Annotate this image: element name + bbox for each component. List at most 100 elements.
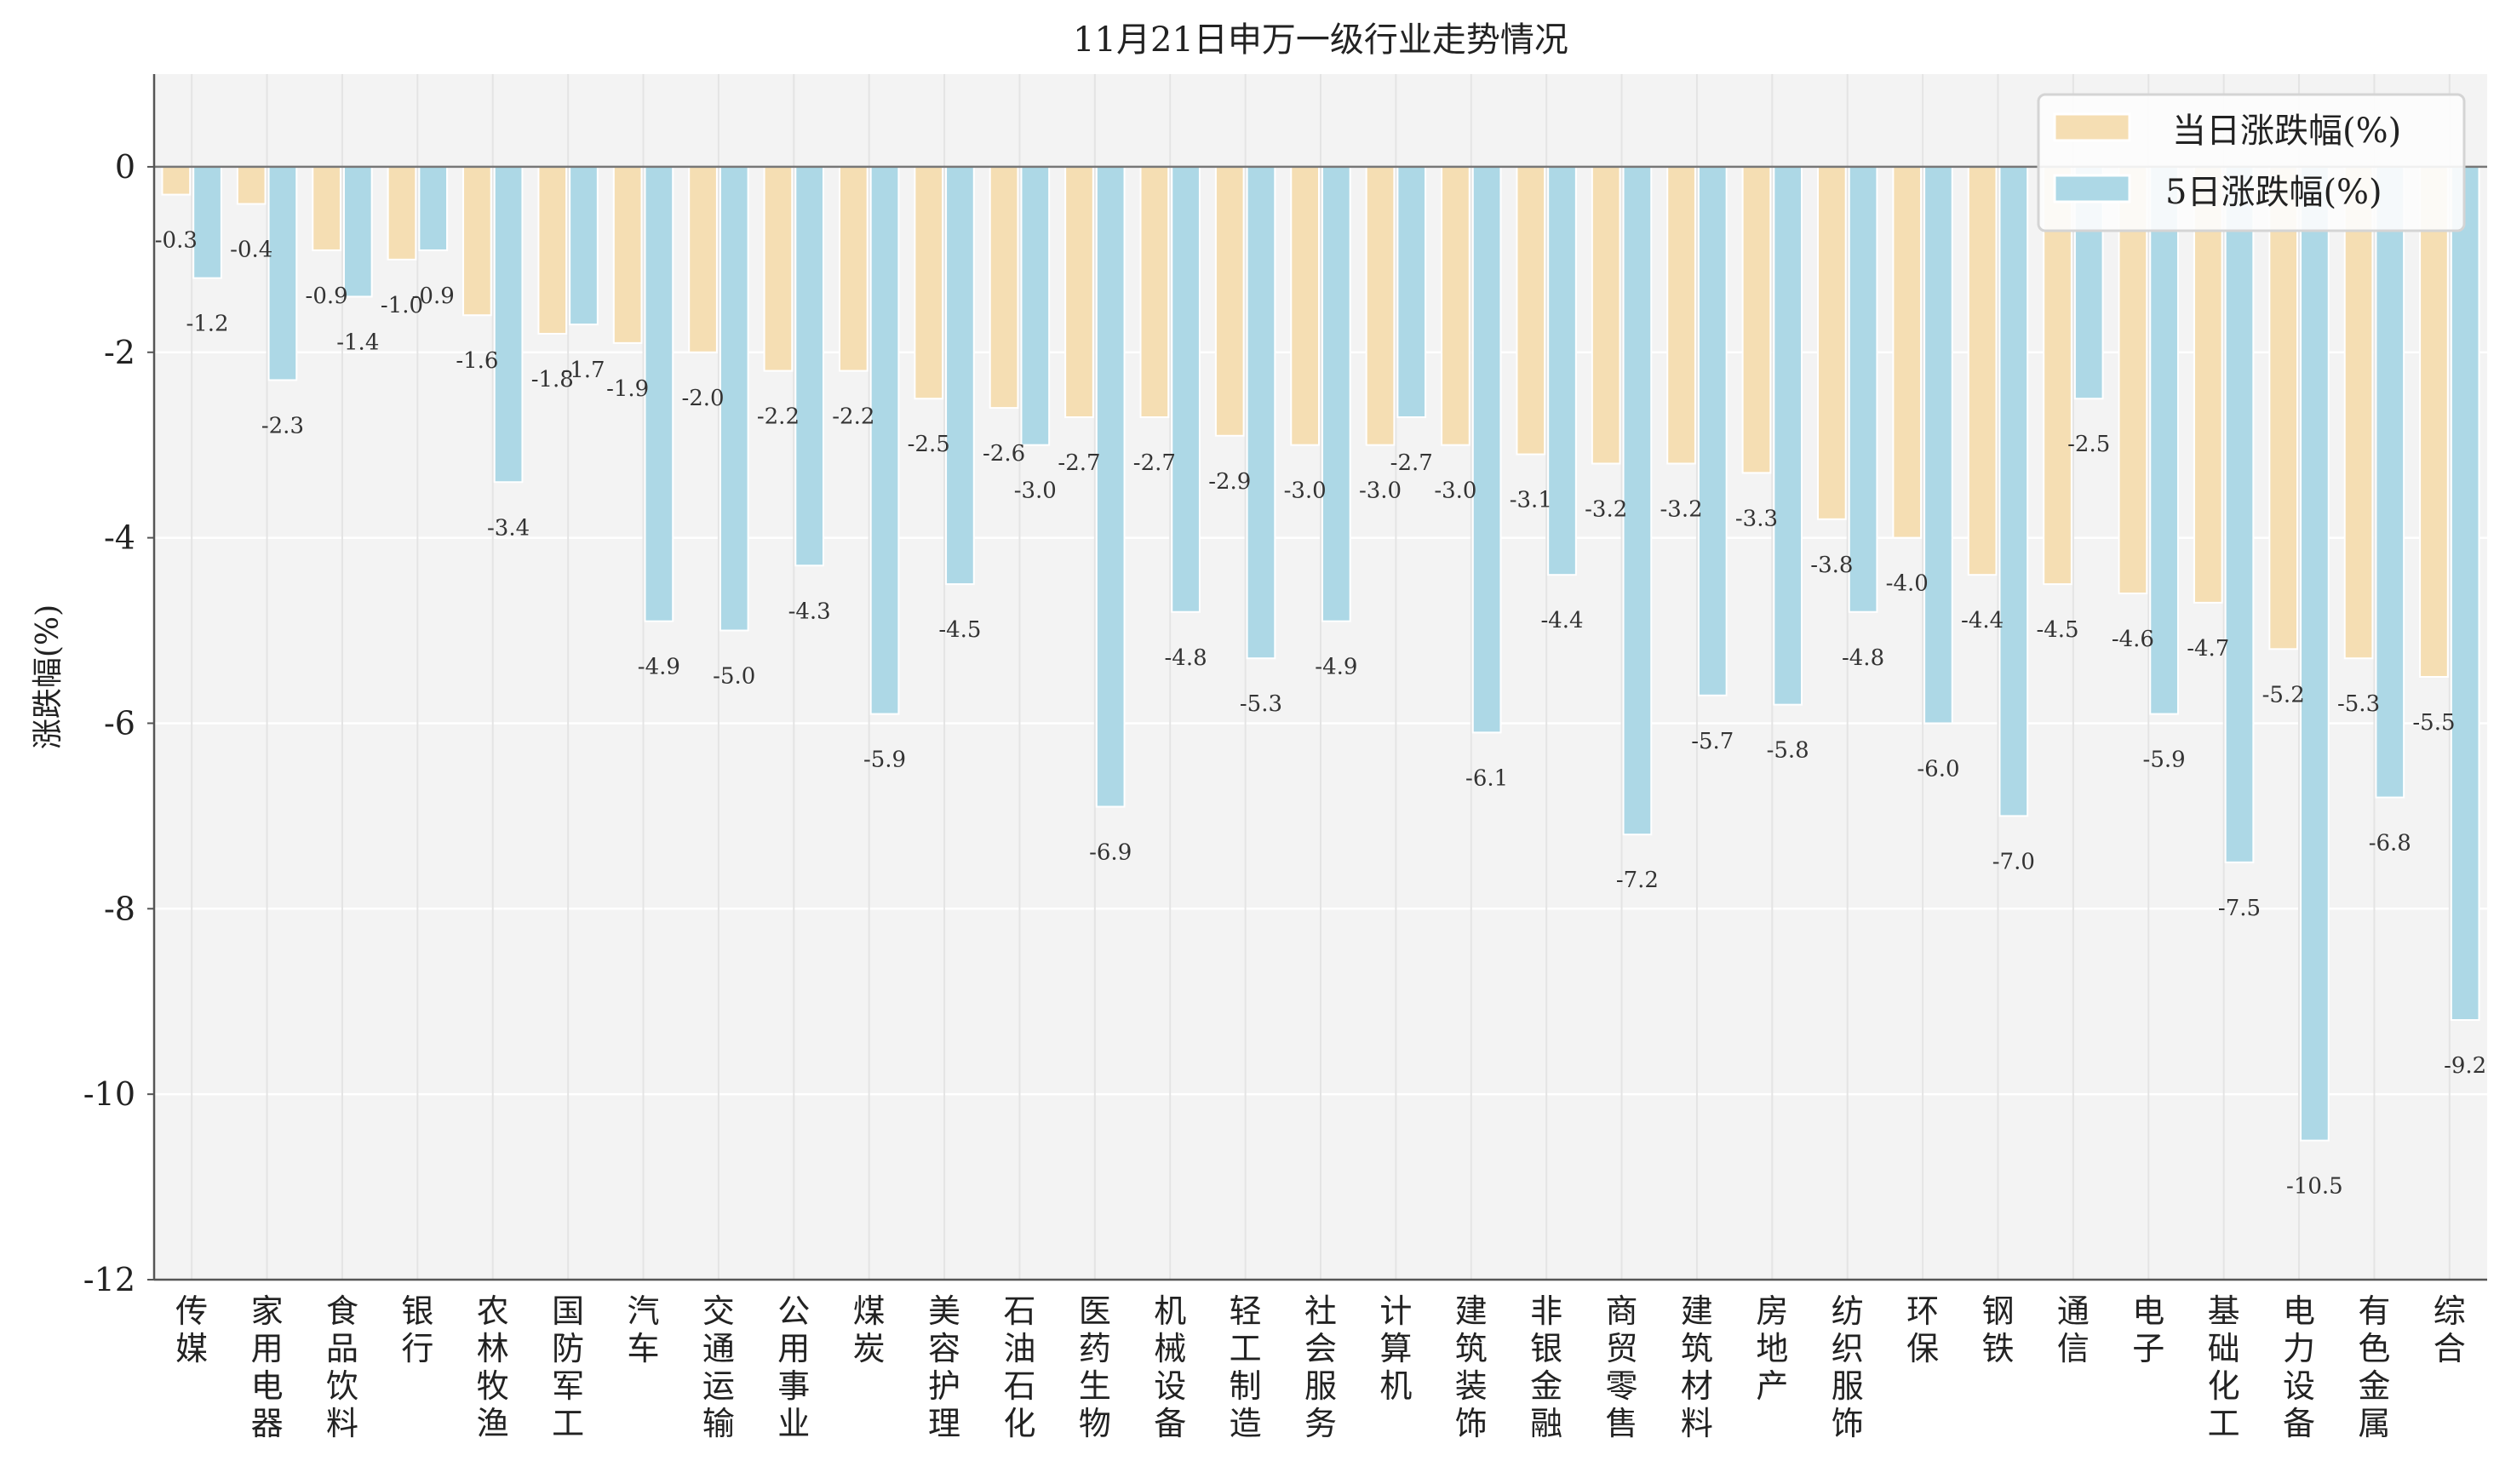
- data-label-5day: -4.9: [638, 655, 680, 680]
- x-tick-label: 国防军工: [552, 1292, 584, 1442]
- x-tick-label: 传媒: [175, 1292, 208, 1367]
- data-label-daily: -1.6: [456, 348, 498, 374]
- x-ticks: 传媒 家用电器 食品饮料 银行 农林牧渔 国防军工 汽车 交通运输 公用事业 煤炭 美容护理 石油石化…: [175, 1292, 2466, 1442]
- x-tick-label: 社会服务: [1304, 1292, 1337, 1442]
- x-tick-label: 纺织服饰: [1832, 1292, 1864, 1442]
- x-tick-label: 公用事业: [777, 1292, 810, 1442]
- bar-daily: [989, 165, 1019, 410]
- y-tick-label: -10: [83, 1075, 135, 1113]
- x-tick-label: 建筑装饰: [1455, 1292, 1488, 1442]
- bar-daily: [1064, 165, 1094, 419]
- bar-daily: [1365, 165, 1396, 446]
- data-label-daily: -5.5: [2412, 710, 2455, 736]
- x-tick-label: 汽车: [628, 1292, 660, 1367]
- data-label-5day: -5.0: [713, 664, 755, 690]
- data-label-daily: -3.2: [1585, 496, 1627, 522]
- bar-5day: [1246, 165, 1276, 660]
- bar-5day: [945, 165, 975, 586]
- data-label-5day: -7.2: [1616, 868, 1659, 893]
- data-label-daily: -0.9: [306, 284, 348, 309]
- data-label-daily: -3.0: [1434, 478, 1476, 504]
- data-label-daily: -4.0: [1886, 571, 1929, 597]
- data-label-5day: -2.3: [261, 413, 304, 438]
- data-label-daily: -1.8: [531, 367, 574, 392]
- x-tick-label: 美容护理: [928, 1292, 960, 1442]
- x-tick-label: 有色金属: [2358, 1292, 2390, 1442]
- data-label-5day: -2.5: [2067, 432, 2110, 457]
- data-label-5day: -7.5: [2218, 896, 2261, 921]
- x-tick-label: 计算机: [1379, 1292, 1412, 1405]
- y-tick-label: -6: [104, 704, 135, 742]
- bar-daily: [312, 165, 341, 251]
- data-label-5day: -5.9: [863, 748, 906, 773]
- bar-daily: [612, 165, 643, 344]
- bar-daily: [462, 165, 492, 317]
- data-label-daily: -4.7: [2187, 636, 2229, 662]
- x-tick-label: 房地产: [1756, 1292, 1788, 1405]
- legend-label-5day: 5日涨跌幅(%): [2165, 173, 2382, 212]
- bar-daily: [2419, 165, 2449, 678]
- legend-swatch-daily: [2053, 112, 2131, 142]
- bar-daily: [2193, 165, 2223, 604]
- data-label-daily: -2.6: [983, 441, 1025, 467]
- data-label-daily: -4.6: [2112, 627, 2154, 652]
- bar-daily: [763, 165, 794, 372]
- data-label-5day: -1.2: [186, 312, 228, 337]
- bar-daily: [1441, 165, 1470, 446]
- bar-daily: [1591, 165, 1621, 465]
- data-label-daily: -3.0: [1359, 478, 1402, 504]
- data-label-daily: -5.2: [2262, 682, 2305, 708]
- data-label-5day: -4.9: [1315, 655, 1357, 680]
- data-label-daily: -3.0: [1284, 478, 1327, 504]
- bar-5day: [342, 165, 373, 298]
- bar-5day: [1095, 165, 1126, 808]
- bar-5day: [1697, 165, 1728, 696]
- data-label-5day: -2.7: [1390, 450, 1433, 476]
- data-label-daily: -3.2: [1660, 496, 1703, 522]
- x-tick-label: 综合: [2434, 1292, 2466, 1367]
- data-label-5day: -1.4: [336, 329, 379, 355]
- y-tick-label: -4: [104, 519, 135, 557]
- bar-daily: [1892, 165, 1923, 539]
- bar-5day: [1998, 165, 2029, 817]
- data-label-daily: -2.7: [1058, 450, 1100, 476]
- data-label-daily: -4.5: [2036, 617, 2078, 643]
- bar-5day: [1396, 165, 1427, 419]
- y-tick-label: -2: [104, 334, 135, 371]
- data-label-daily: -3.1: [1510, 488, 1552, 513]
- bar-daily: [2268, 165, 2299, 650]
- data-label-5day: -1.7: [562, 358, 605, 383]
- data-label-5day: -10.5: [2286, 1174, 2343, 1200]
- bar-daily: [914, 165, 944, 400]
- x-tick-label: 通信: [2057, 1292, 2090, 1367]
- data-label-daily: -0.4: [230, 237, 272, 262]
- x-tick-label: 基础化工: [2208, 1292, 2240, 1442]
- grid: [154, 74, 2487, 1281]
- y-tick-label: -12: [83, 1261, 135, 1298]
- data-label-5day: -3.4: [487, 515, 530, 541]
- bar-daily: [1214, 165, 1245, 437]
- x-tick-label: 商贸零售: [1606, 1292, 1638, 1442]
- data-label-daily: -2.5: [908, 432, 950, 457]
- data-label-daily: -1.0: [381, 293, 423, 318]
- bar-daily: [1290, 165, 1320, 446]
- bar-daily: [1139, 165, 1170, 419]
- data-label-daily: -2.2: [832, 404, 874, 430]
- bar-5day: [1020, 165, 1051, 446]
- x-tick-label: 建筑材料: [1681, 1292, 1713, 1442]
- bar-5day: [1321, 165, 1351, 622]
- bar-5day: [493, 165, 524, 484]
- bar-5day: [569, 165, 599, 326]
- y-ticks: 0 -2 -4 -6 -8 -10 -12: [83, 148, 154, 1298]
- bar-daily: [1817, 165, 1847, 520]
- bar-5day: [1773, 165, 1803, 706]
- bar-daily: [2043, 165, 2072, 586]
- x-tick-label: 家用电器: [251, 1292, 284, 1442]
- bar-daily: [1516, 165, 1546, 456]
- y-axis-label: 涨跌幅(%): [31, 604, 66, 749]
- x-tick-label: 钢铁: [1981, 1292, 2014, 1367]
- bar-5day: [1547, 165, 1577, 576]
- bar-5day: [1848, 165, 1878, 613]
- y-tick-label: 0: [115, 148, 135, 186]
